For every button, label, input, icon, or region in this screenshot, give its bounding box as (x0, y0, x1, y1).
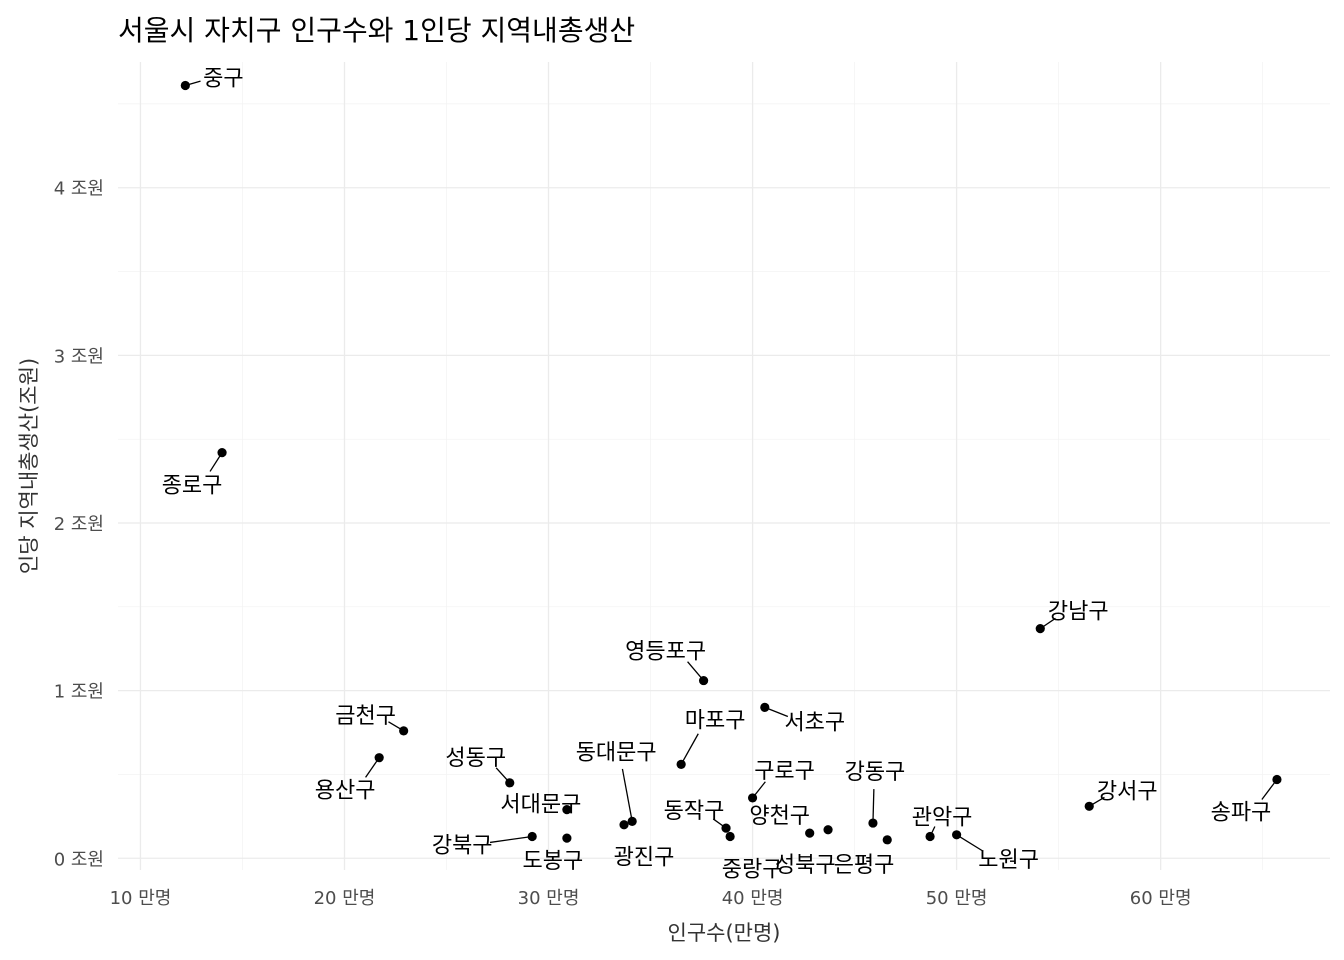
y-tick-label: 1 조원 (54, 682, 104, 703)
y-tick-label: 0 조원 (54, 849, 104, 870)
point-label: 영등포구 (625, 640, 706, 665)
point-label: 서대문구 (500, 793, 581, 818)
data-point (952, 830, 962, 840)
point-label: 서초구 (784, 710, 845, 735)
label-leaders (185, 80, 1278, 852)
data-point (627, 816, 637, 826)
point-label: 관악구 (912, 805, 973, 830)
data-point (725, 831, 735, 842)
leader-line (956, 834, 984, 852)
x-tick-label: 40 만명 (722, 888, 784, 909)
chart-title: 서울시 자치구 인구수와 1인당 지역내총생산 (118, 14, 635, 47)
data-point (399, 726, 409, 736)
x-tick-label: 10 만명 (110, 888, 172, 909)
point-label: 용산구 (315, 779, 376, 804)
point-label: 마포구 (685, 708, 746, 733)
point-label: 강북구 (432, 833, 493, 858)
data-point (925, 831, 935, 842)
data-point (1084, 801, 1094, 811)
y-tick-label: 2 조원 (54, 514, 104, 535)
x-tick-label: 50 만명 (926, 888, 988, 909)
point-label: 중구 (203, 66, 243, 91)
point-label: 노원구 (978, 848, 1039, 873)
data-point (562, 805, 572, 815)
x-tick-label: 20 만명 (314, 888, 376, 909)
y-tick-label: 3 조원 (54, 346, 104, 367)
data-point (217, 447, 227, 458)
data-point (747, 793, 758, 803)
point-label: 강서구 (1097, 779, 1158, 804)
data-point (760, 702, 770, 712)
point-label: 성북구 (775, 853, 836, 878)
point-label: 종로구 (162, 474, 223, 499)
x-tick-label: 30 만명 (518, 888, 580, 909)
x-axis-title: 인구수(만명) (668, 921, 781, 945)
data-points (180, 80, 1282, 845)
data-point (562, 833, 572, 843)
y-axis-title: 인당 지역내총생산(조원) (17, 358, 41, 574)
point-label: 중랑구 (722, 857, 783, 882)
y-tick-label: 4 조원 (54, 179, 104, 200)
point-label: 금천구 (335, 704, 396, 729)
data-point (180, 80, 190, 91)
axis-ticks: 10 만명 20 만명 30 만명 40 만명 50 만명 60 만명 0 조원 1 조원 2 … (54, 179, 1192, 909)
data-point (868, 818, 878, 828)
data-point (505, 778, 515, 788)
data-point (619, 820, 629, 830)
data-point (527, 831, 537, 842)
point-label: 강동구 (845, 760, 906, 785)
leader-line (621, 768, 633, 822)
point-label: 도봉구 (523, 849, 584, 874)
point-label: 구로구 (754, 759, 815, 784)
data-point (805, 828, 815, 838)
leader-line (489, 835, 533, 844)
point-label: 송파구 (1211, 800, 1272, 825)
point-label: 동대문구 (576, 740, 657, 765)
point-label: 강남구 (1048, 600, 1109, 625)
point-label: 성동구 (445, 746, 506, 771)
x-tick-label: 60 만명 (1130, 888, 1192, 909)
leader-line (680, 733, 699, 765)
point-label: 양천구 (749, 804, 810, 829)
data-point (823, 825, 833, 835)
point-label: 동작구 (664, 799, 725, 824)
data-point (1035, 624, 1045, 634)
point-label: 은평구 (834, 853, 895, 878)
point-label: 광진구 (614, 846, 675, 871)
data-point (721, 823, 731, 833)
data-point (1272, 774, 1282, 785)
data-point (374, 753, 384, 763)
leader-line (872, 789, 875, 824)
data-point (882, 835, 892, 845)
grid (118, 62, 1330, 870)
data-point (698, 675, 709, 686)
data-point (676, 759, 686, 769)
